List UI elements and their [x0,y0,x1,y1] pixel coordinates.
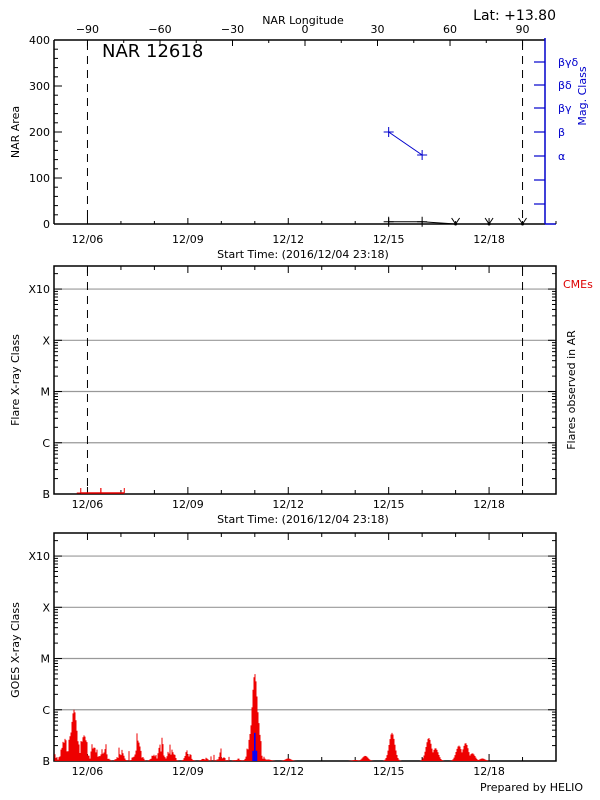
cmes-legend: CMEs [563,278,593,291]
goes-ytick-label: B [42,755,50,768]
flare-xtick-label: 12/06 [72,498,104,511]
panel2-xlabel: Start Time: (2016/12/04 23:18) [217,513,389,526]
nar-xtick-label: 12/18 [473,233,505,246]
nar-ytick-label: 200 [29,126,50,139]
goes-ytick-label: M [41,653,51,666]
nar-area-point [417,216,428,227]
goes-ytick-label: X10 [28,550,50,563]
goes-flux-trace [54,674,495,761]
longitude-tick-label: 0 [302,23,309,36]
nar-xtick-label: 12/12 [272,233,304,246]
mag-class-ylabel: Mag. Class [576,66,589,125]
flare-ytick-label: X10 [28,283,50,296]
mag-class-tick-label: βγδ [558,56,579,69]
flares-observed-ylabel: Flares observed in AR [565,330,578,450]
nar-area-point [487,222,491,226]
goes-xtick-label: 12/09 [172,765,204,778]
longitude-tick-label: −90 [76,23,99,36]
nar-area-point [454,222,458,226]
nar-area-ylabel: NAR Area [9,106,22,158]
mag-class-point [383,127,394,137]
longitude-tick-label: 30 [371,23,385,36]
nar-ytick-label: 0 [43,218,50,231]
prepared-by-footer: Prepared by HELIO [480,781,583,794]
goes-xtick-label: 12/18 [473,765,505,778]
goes-frame [53,532,557,762]
goes-ytick-label: C [42,704,50,717]
top-axis-label: NAR Longitude [262,14,344,27]
goes-ytick-label: X [42,601,50,614]
flare-xtick-label: 12/18 [473,498,505,511]
flare-xtick-label: 12/09 [172,498,204,511]
flare-ytick-label: C [42,437,50,450]
nar-xtick-label: 12/09 [172,233,204,246]
mag-class-tick-label: β [558,126,565,139]
longitude-tick-label: −30 [221,23,244,36]
flare-frame [53,265,557,495]
mag-class-tick-label: α [558,150,565,163]
longitude-tick-label: 90 [516,23,530,36]
latitude-label: Lat: +13.80 [473,8,556,24]
nar-xtick-label: 12/06 [72,233,104,246]
goes-xtick-label: 12/12 [272,765,304,778]
flare-ytick-label: B [42,488,50,501]
panel1-xlabel: Start Time: (2016/12/04 23:18) [217,248,389,261]
mag-class-line [388,131,423,156]
flare-xtick-label: 12/12 [272,498,304,511]
longitude-tick-label: −60 [148,23,171,36]
flare-xtick-label: 12/15 [373,498,405,511]
mag-class-tick-label: βδ [558,79,572,92]
nar-ytick-label: 400 [29,34,50,47]
nar-area-point [383,216,394,227]
nar-ytick-label: 300 [29,80,50,93]
nar-xtick-label: 12/15 [373,233,405,246]
nar-area-point [521,222,525,226]
mag-class-tick-label: βγ [558,102,572,115]
longitude-tick-label: 60 [443,23,457,36]
goes-xtick-label: 12/15 [373,765,405,778]
region-title: NAR 12618 [102,41,203,62]
goes-xtick-label: 12/06 [72,765,104,778]
goes-peak-overlay [252,732,258,761]
flare-start-marker [76,488,85,494]
mag-class-point [417,150,428,160]
flare-class-ylabel: Flare X-ray Class [9,334,22,426]
goes-class-ylabel: GOES X-ray Class [9,602,22,698]
nar-ytick-label: 100 [29,172,50,185]
flare-start-marker [96,488,105,494]
flare-ytick-label: M [41,386,51,399]
flare-ytick-label: X [42,334,50,347]
